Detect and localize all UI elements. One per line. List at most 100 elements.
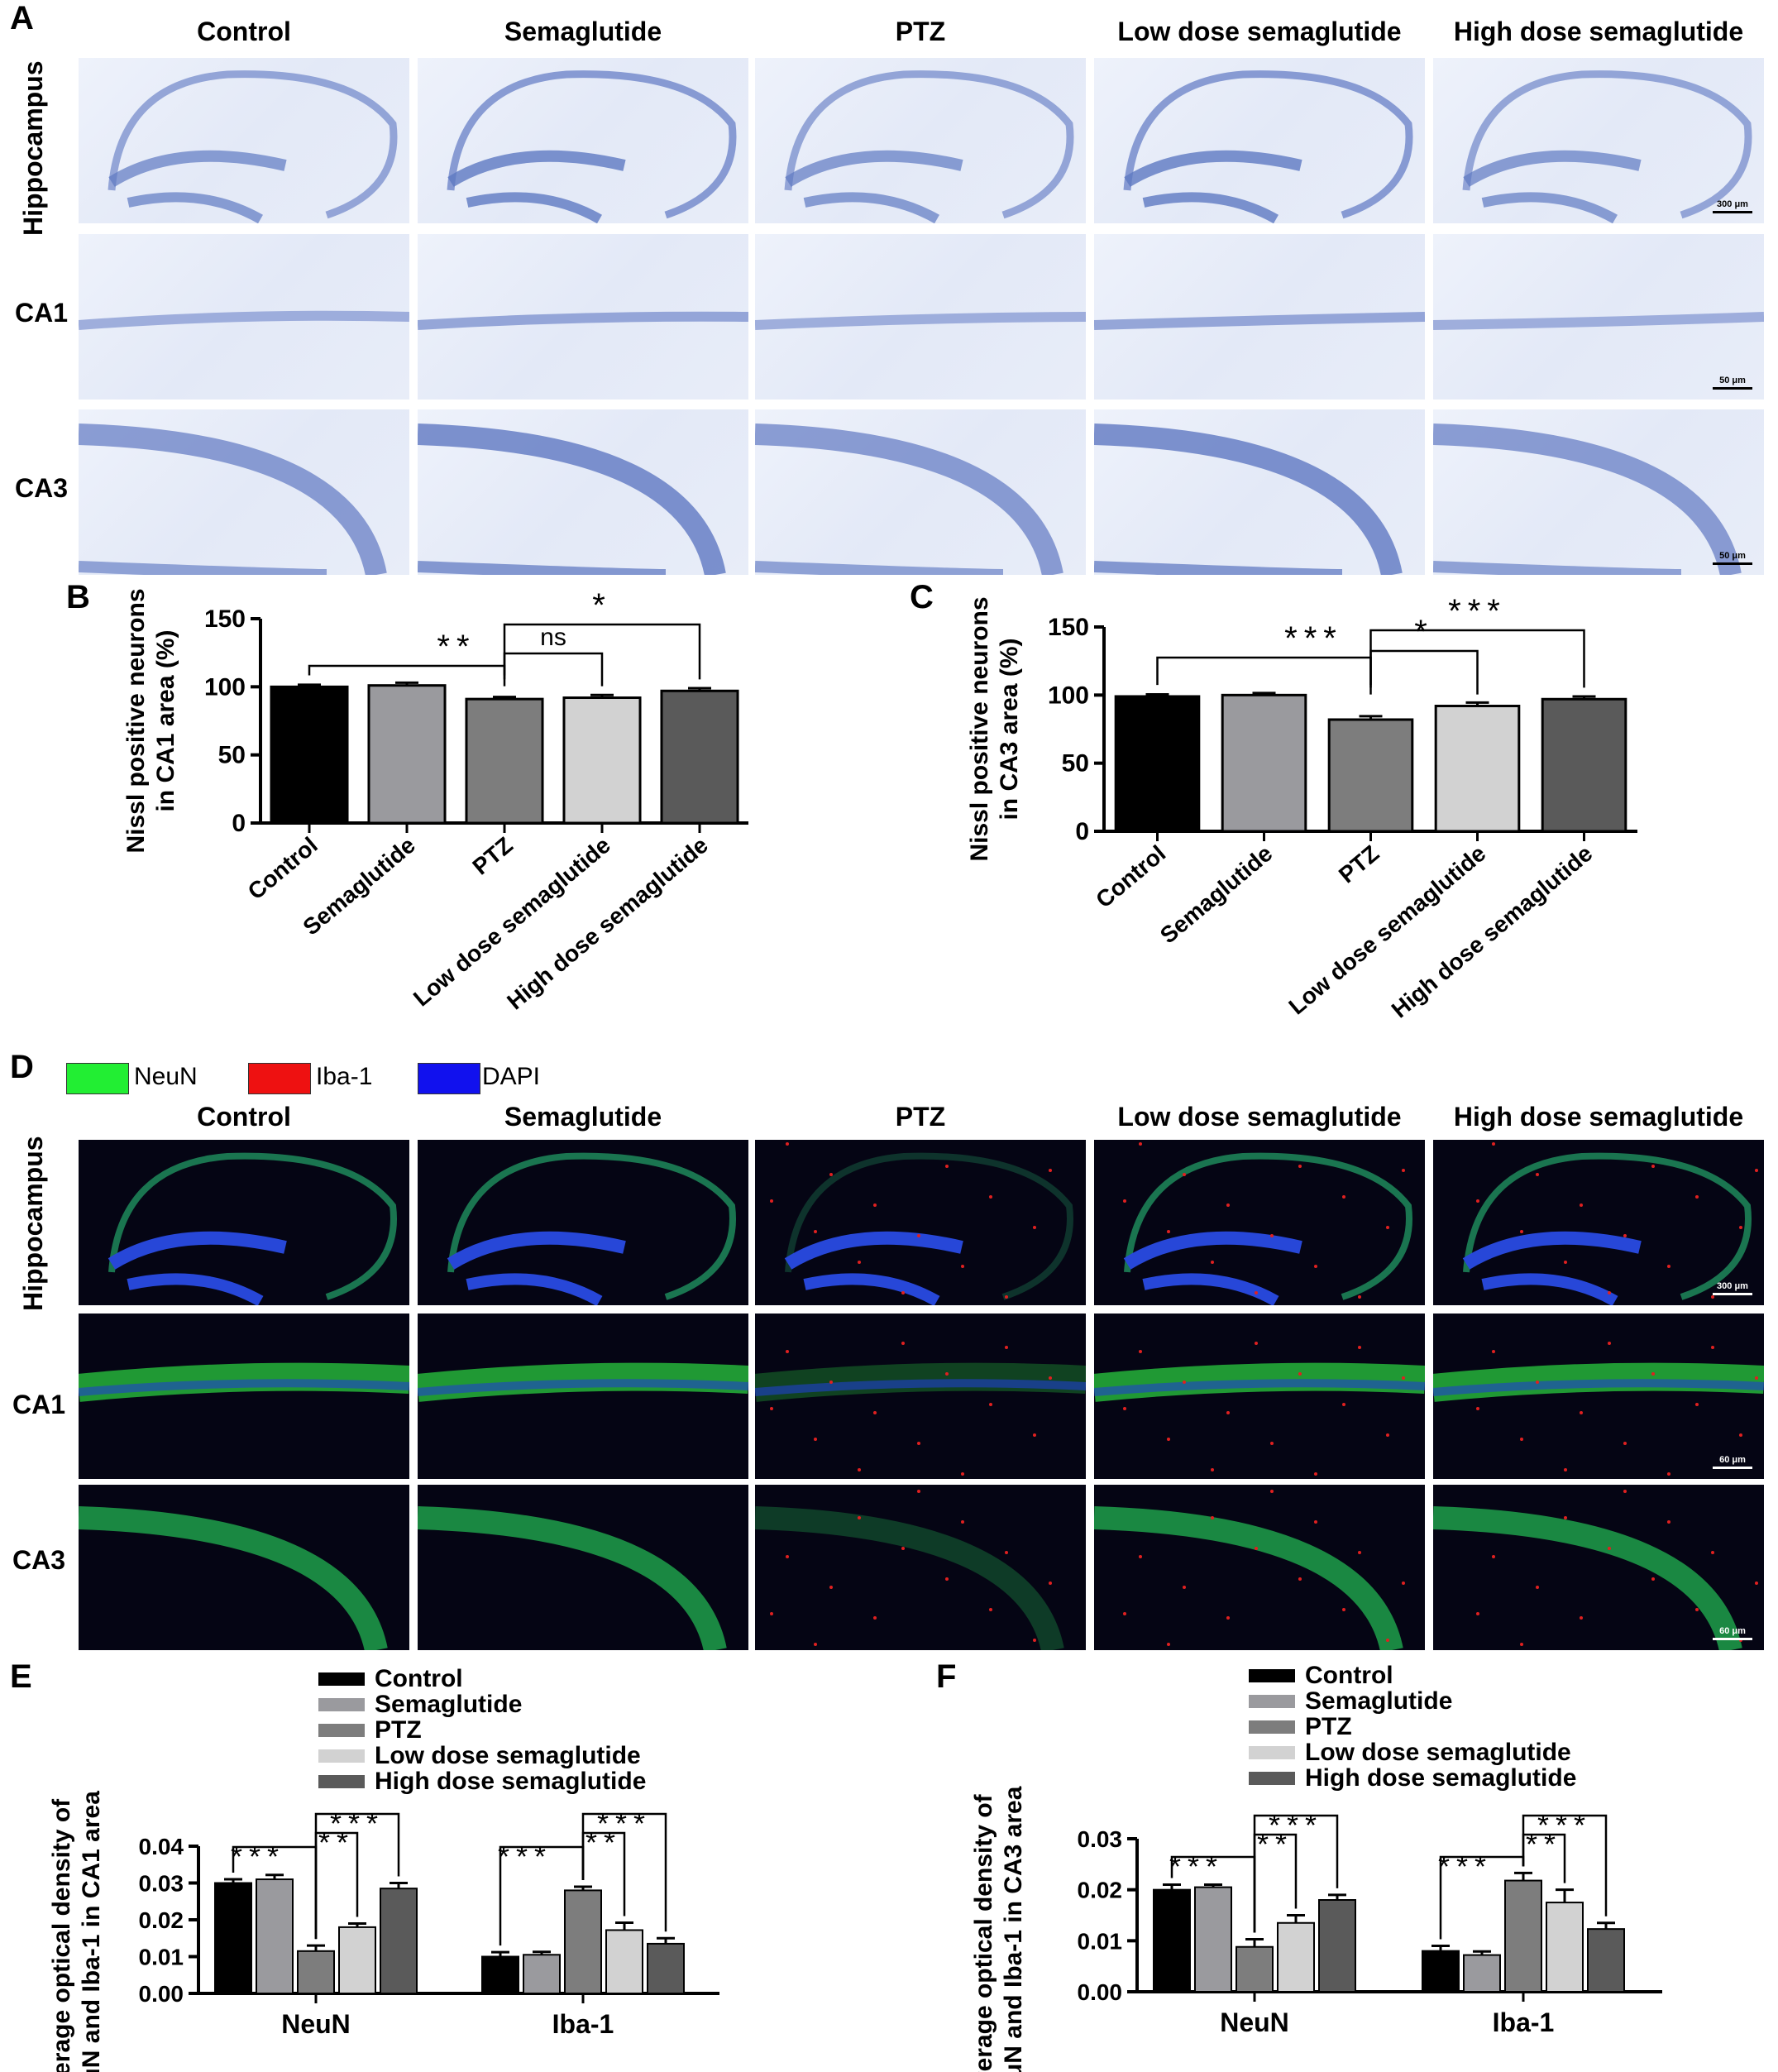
panel-d-col-title: Semaglutide	[504, 1102, 662, 1132]
scale-bar: 60 μm	[1713, 1626, 1752, 1640]
scale-bar-label: 60 μm	[1719, 1626, 1746, 1636]
panel-d-col-title: Low dose semaglutide	[1117, 1102, 1402, 1132]
y-axis-label-line: in CA1 area (%)	[152, 629, 179, 811]
legend-swatch	[1249, 1695, 1295, 1708]
panel-label-c: C	[910, 579, 934, 615]
significance-bracket	[1522, 1814, 1608, 1916]
bar	[214, 1882, 252, 1994]
legend-swatch	[318, 1749, 365, 1763]
panel-a-row-hippocampus: Hippocampus	[18, 60, 48, 236]
bar	[564, 1889, 602, 1994]
legend-swatch-iba1	[248, 1063, 311, 1094]
panel-a-micrograph	[79, 234, 409, 400]
significance-label: **	[1526, 1827, 1562, 1861]
significance-bracket	[581, 1812, 667, 1932]
bar	[1587, 1928, 1625, 1993]
significance-label: ***	[498, 1840, 552, 1873]
significance-label: ns	[540, 624, 566, 651]
significance-label: **	[1257, 1827, 1293, 1861]
panel-d-micrograph	[1094, 1140, 1425, 1305]
panel-d-micrograph	[1094, 1485, 1425, 1650]
panel-d-row-ca3: CA3	[12, 1545, 66, 1575]
x-tick-label: Low dose semaglutide	[1283, 840, 1490, 1020]
y-tick-label: 0.02	[1078, 1878, 1123, 1903]
significance-label: ***	[1537, 1808, 1592, 1842]
significance-label: ***	[1169, 1849, 1224, 1883]
panel-a-micrograph	[755, 409, 1086, 575]
significance-bracket	[503, 652, 604, 687]
panel-a-micrograph: 300 μm	[1433, 58, 1764, 223]
panel-a-col-title: Control	[197, 17, 291, 46]
bar	[297, 1950, 335, 1995]
x-tick-label: High dose semaglutide	[1387, 840, 1598, 1023]
significance-bracket	[1156, 656, 1372, 686]
panel-a-col-title: PTZ	[895, 17, 946, 46]
panel-label-f: F	[936, 1658, 957, 1695]
panel-label-b: B	[66, 579, 90, 615]
x-tick-label: NeuN	[281, 2009, 351, 2039]
legend-swatch-dapi	[418, 1063, 480, 1094]
significance-label: ***	[231, 1840, 285, 1873]
bar	[481, 1955, 519, 1994]
y-tick-label: 0.01	[139, 1945, 184, 1970]
panel-d-micrograph	[79, 1485, 409, 1650]
bar	[1327, 718, 1414, 833]
y-axis-label-line: Average optical density of	[970, 1793, 997, 2072]
panel-a-micrograph	[755, 58, 1086, 223]
y-tick-label: 50	[1062, 750, 1089, 778]
chart-f-density-ca3: Average optical density of NeuN and Iba-1…	[970, 1663, 1662, 2072]
panel-a-micrograph	[418, 409, 748, 575]
legend-label: Low dose semaglutide	[1305, 1739, 1571, 1766]
y-axis-label: Average optical density of NeuN and Iba-1…	[48, 1791, 105, 2072]
legend-label: PTZ	[375, 1716, 422, 1744]
y-axis-label-line: in CA3 area (%)	[996, 638, 1023, 820]
legend-label-neun: NeuN	[134, 1063, 198, 1090]
panel-a-row-ca1: CA1	[15, 298, 69, 328]
significance-label: *	[1414, 614, 1434, 650]
panel-a-micrograph	[418, 58, 748, 223]
panel-d-micrograph: 60 μm	[1433, 1485, 1764, 1650]
bar	[523, 1954, 561, 1994]
panel-a-col-title: High dose semaglutide	[1453, 17, 1744, 46]
scale-bar-label: 50 μm	[1719, 376, 1746, 385]
panel-d-micrograph: 300 μm	[1433, 1140, 1764, 1305]
x-tick-label: Control	[243, 832, 323, 905]
legend-swatch	[1249, 1669, 1295, 1682]
y-tick-label: 0.00	[1078, 1979, 1123, 2005]
bar	[605, 1929, 643, 1994]
panel-d-micrograph	[418, 1485, 748, 1650]
significance-label: ***	[597, 1806, 652, 1840]
legend-label: Low dose semaglutide	[375, 1742, 641, 1769]
y-axis-label: Average optical density of NeuN and Iba-1…	[970, 1786, 1027, 2072]
scale-bar: 300 μm	[1713, 199, 1752, 213]
scale-bar: 60 μm	[1713, 1455, 1752, 1469]
y-tick-label: 150	[1048, 614, 1089, 641]
y-axis-label-line: NeuN and Iba-1 in CA1 area	[78, 1791, 105, 2072]
x-tick-label: Low dose semaglutide	[409, 832, 615, 1012]
y-tick-label: 100	[204, 673, 246, 701]
panel-d-micrograph	[79, 1140, 409, 1305]
bar	[380, 1888, 418, 1994]
bar	[1504, 1879, 1542, 1993]
y-tick-label: 0.01	[1078, 1928, 1123, 1954]
panel-a-micrograph	[755, 234, 1086, 400]
panel-d-col-title: Control	[197, 1102, 291, 1132]
scale-bar: 300 μm	[1713, 1281, 1752, 1295]
bar	[1221, 693, 1307, 833]
legend-swatch	[318, 1775, 365, 1788]
y-tick-label: 0.02	[139, 1907, 184, 1933]
significance-label: **	[585, 1826, 622, 1859]
x-tick-label: NeuN	[1220, 2007, 1289, 2037]
bar	[647, 1942, 685, 1994]
legend-label: Control	[375, 1665, 463, 1692]
legend-swatch	[1249, 1720, 1295, 1734]
bar	[1114, 695, 1201, 833]
legend-swatch	[1249, 1746, 1295, 1759]
x-tick-label: PTZ	[1334, 840, 1384, 888]
significance-bracket	[503, 623, 701, 680]
x-tick-label: Iba-1	[1493, 2007, 1555, 2037]
significance-label: ***	[1438, 1849, 1493, 1883]
y-tick-label: 0	[1075, 818, 1089, 845]
panel-d-col-title: PTZ	[895, 1102, 946, 1132]
y-axis-label-line: Average optical density of	[48, 1798, 75, 2072]
